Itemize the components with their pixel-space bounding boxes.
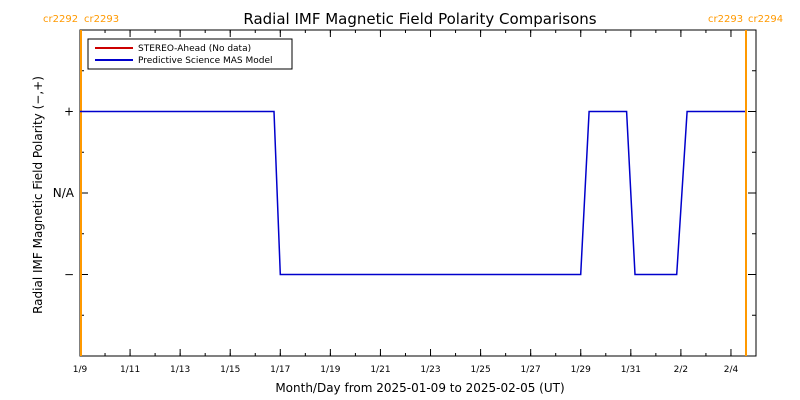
carrington-label-right-2: cr2294 <box>748 14 783 25</box>
x-tick-label: 1/13 <box>170 365 190 375</box>
legend: STEREO-Ahead (No data) Predictive Scienc… <box>87 38 293 70</box>
x-tick-label: 1/21 <box>370 365 390 375</box>
x-tick-label: 1/25 <box>470 365 490 375</box>
x-tick-label: 1/29 <box>571 365 591 375</box>
x-tick-label: 1/27 <box>521 365 541 375</box>
legend-label-mas: Predictive Science MAS Model <box>138 56 273 66</box>
series-layer <box>80 110 745 276</box>
carrington-label-right-1: cr2293 <box>708 14 743 25</box>
x-tick-label: 1/11 <box>120 365 140 375</box>
y-tick-label: N/A <box>53 186 75 200</box>
x-tick-label: 1/23 <box>420 365 440 375</box>
x-tick-label: 2/4 <box>724 365 739 375</box>
x-tick-label: 1/19 <box>320 365 340 375</box>
y-tick-label: + <box>64 105 74 119</box>
carrington-label-left-1: cr2292 <box>43 14 78 25</box>
chart-title: Radial IMF Magnetic Field Polarity Compa… <box>243 10 596 28</box>
x-tick-label: 1/15 <box>220 365 240 375</box>
x-axis-label: Month/Day from 2025-01-09 to 2025-02-05 … <box>275 381 564 395</box>
x-tick-label: 1/31 <box>621 365 641 375</box>
series-line-mas <box>80 110 745 276</box>
carrington-label-left-2: cr2293 <box>84 14 119 25</box>
y-tick-label: − <box>64 268 74 282</box>
y-axis-ticks: + N/A − <box>53 70 756 316</box>
x-tick-label: 1/9 <box>73 365 88 375</box>
x-tick-label: 1/17 <box>270 365 290 375</box>
x-axis-ticks: 1/9 1/11 1/13 1/15 1/17 1/19 1/21 1/23 1/25 1/27 1… <box>73 30 757 375</box>
y-axis-label: Radial IMF Magnetic Field Polarity (−,+) <box>31 76 45 314</box>
carrington-markers <box>80 30 747 356</box>
x-tick-label: 2/2 <box>674 365 688 375</box>
legend-box <box>87 38 293 70</box>
legend-label-stereo: STEREO-Ahead (No data) <box>138 44 251 54</box>
plot-frame <box>79 29 757 357</box>
